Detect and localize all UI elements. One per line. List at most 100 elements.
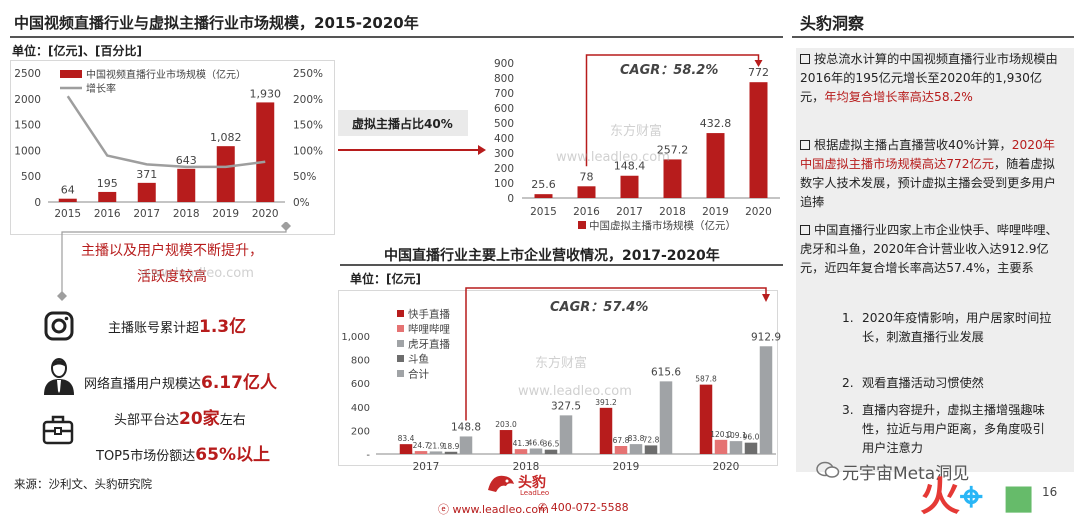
- x-tick-label: 2016: [94, 208, 121, 220]
- bar-value-label: 257.2: [657, 143, 689, 156]
- arrow-label-box: [338, 110, 468, 136]
- bar-value-label: 67.8: [613, 436, 630, 445]
- bar-value-label: 46.6: [528, 439, 545, 448]
- market-size-chart: 0 500 1000 1500 2000 2500 0% 50% 100% 150% 200% 250…: [14, 68, 323, 220]
- y-tick-label: 600: [494, 103, 514, 115]
- bar-3: [444, 451, 458, 454]
- y-tick-label: 0: [34, 197, 41, 209]
- bar-value-label: 64: [61, 184, 75, 197]
- bar-virtual-anchor: [620, 175, 639, 198]
- list-number-3: 3.: [842, 403, 854, 417]
- legend-swatch: [397, 325, 404, 332]
- bar-value-label: 78: [580, 170, 594, 183]
- left-chart-title: 中国视频直播行业与虚拟主播行业市场规模，2015-2020年: [14, 14, 419, 32]
- legend-swatch: [397, 370, 404, 377]
- wechat-icon: [816, 461, 840, 478]
- connector-line: [57, 222, 291, 301]
- bar-2: [729, 441, 743, 454]
- bar-market-size: [58, 198, 77, 202]
- y-tick-label: 200: [351, 426, 370, 437]
- bar-value-label: 148.4: [614, 160, 646, 173]
- annotation-line-1: 主播以及用户规模不断提升，: [81, 243, 263, 259]
- checkbox-bullet-icon: [800, 54, 810, 64]
- bar-value-label: 1,082: [210, 131, 242, 144]
- x-tick-label: 2020: [745, 206, 772, 218]
- x-tick-label: 2018: [659, 206, 686, 218]
- bar-virtual-anchor: [663, 159, 682, 198]
- bar-virtual-anchor: [534, 194, 553, 198]
- y-tick-label: 700: [494, 88, 514, 100]
- bar-value-label: 391.2: [595, 398, 617, 407]
- footer-logo-sub: LeadLeo: [520, 489, 550, 497]
- bar-value-label: 24.7: [413, 441, 430, 450]
- y-tick-label: 2500: [14, 68, 41, 80]
- bar-value-label: 83.8: [628, 434, 645, 443]
- bar-market-size: [256, 102, 275, 202]
- insight-panel: [796, 48, 1074, 472]
- bar-value-label: 83.4: [398, 434, 415, 443]
- bar-3: [544, 449, 558, 454]
- bar-value-label: 120.0: [710, 430, 732, 439]
- bar-value-label: 1,930: [250, 87, 282, 100]
- insight-paragraph-1: 按总流水计算的中国视频直播行业市场规模由2016年的195亿元增长至2020年的…: [800, 52, 1058, 104]
- y-tick-label: 800: [351, 356, 370, 367]
- legend-label-line: 增长率: [86, 82, 116, 95]
- y-tick-label: 300: [494, 148, 514, 160]
- watermark-3: www.leadleo.com: [140, 266, 254, 281]
- watermark-1: 东方财富: [610, 124, 663, 139]
- legend-label-bar: 中国视频直播行业市场规模（亿元）: [86, 68, 246, 81]
- title-divider: [10, 36, 783, 38]
- bar-market-size: [177, 168, 196, 202]
- cagr-arrowhead: [754, 60, 763, 67]
- x-tick-label: 2020: [713, 461, 740, 473]
- legend-label: 合计: [408, 368, 429, 381]
- y2-tick-label: 200%: [293, 94, 323, 106]
- y-tick-label: 1500: [14, 120, 41, 132]
- y2-tick-label: 100%: [293, 145, 323, 157]
- bottom-chart-title: 中国直播行业主要上市企业营收情况，2017-2020年: [384, 248, 720, 264]
- watermark-4: 东方财富: [535, 356, 588, 371]
- y-tick-label: 800: [494, 73, 514, 85]
- x-tick-label: 2019: [212, 208, 239, 220]
- watermark-2: www.leadleo.com: [556, 150, 670, 165]
- legend-swatch: [397, 310, 404, 317]
- leopard-logo-icon: [488, 475, 514, 492]
- svg-text:⌖: ⌖: [960, 474, 983, 516]
- y-tick-label: 400: [494, 133, 514, 145]
- bar-0: [699, 384, 713, 454]
- y-tick-label: 600: [351, 379, 370, 390]
- bar-value-label: 643: [176, 154, 197, 167]
- info-item-top5: TOP5市场份额达65%以上: [96, 445, 270, 465]
- right-arrow: [338, 145, 486, 155]
- bar-4: [659, 381, 673, 454]
- bar-market-size: [216, 146, 235, 202]
- legend-label: 中国虚拟主播市场规模（亿元）: [589, 219, 736, 232]
- x-tick-label: 2019: [613, 461, 640, 473]
- briefcase-icon: [42, 415, 74, 445]
- cagr-label: CAGR：58.2%: [620, 63, 718, 78]
- checkbox-bullet-icon: [800, 225, 810, 235]
- author-signature: 元宇宙Meta洞见: [842, 464, 970, 484]
- bar-value-label: 25.6: [531, 178, 556, 191]
- checkbox-bullet-icon: [800, 140, 810, 150]
- x-tick-label: 2019: [702, 206, 729, 218]
- svg-text:◼: ◼: [1002, 474, 1035, 516]
- bar-value-label: 432.8: [700, 117, 732, 130]
- bar-2: [429, 451, 443, 454]
- bottom-chart-frame: [338, 290, 778, 466]
- y2-tick-label: 50%: [293, 171, 316, 183]
- bar-value-label: 615.6: [651, 366, 681, 378]
- legend-swatch: [397, 355, 404, 362]
- y-tick-label: 200: [494, 163, 514, 175]
- footer-website[interactable]: ⓔ www.leadleo.com: [438, 503, 549, 516]
- footer-phone: ✆ 400-072-5588: [538, 501, 629, 514]
- legend-label: 斗鱼: [408, 353, 429, 366]
- bar-2: [529, 448, 543, 454]
- y-tick-label: 400: [351, 403, 370, 414]
- bottom-title-divider: [340, 264, 783, 266]
- sidebar-title: 头豹洞察: [800, 14, 865, 33]
- bar-value-label: 41.3: [513, 439, 530, 448]
- svg-text:火: 火: [920, 474, 960, 516]
- legend-swatch: [397, 340, 404, 347]
- cagr-bracket: [585, 54, 760, 167]
